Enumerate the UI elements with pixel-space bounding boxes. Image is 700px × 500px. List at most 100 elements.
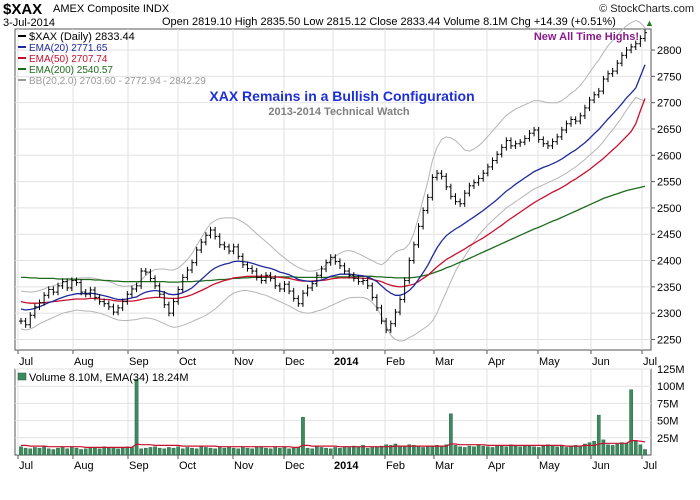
- price-tick-label: 2650: [657, 124, 681, 136]
- price-bar: [227, 243, 231, 255]
- volume-bar: [60, 447, 65, 456]
- volume-bar: [555, 446, 559, 456]
- price-bar: [120, 298, 125, 312]
- price-bar: [157, 282, 162, 298]
- volume-bar: [532, 446, 536, 456]
- chart-title: XAX Remains in a Bullish Configuration: [209, 88, 474, 104]
- bb-lower-line: [20, 96, 646, 342]
- price-bar: [518, 138, 523, 147]
- volume-bar: [504, 446, 509, 456]
- price-bar: [587, 96, 592, 112]
- volume-bar: [111, 447, 116, 456]
- price-bar: [19, 317, 23, 325]
- volume-bar: [102, 446, 107, 456]
- price-bar: [624, 46, 629, 59]
- price-bar: [282, 281, 287, 293]
- price-bar: [277, 282, 282, 293]
- volume-bar: [268, 448, 273, 456]
- price-bar: [106, 300, 111, 311]
- price-tick-label: 2250: [657, 334, 681, 346]
- volume-bar: [328, 448, 333, 456]
- symbol-title: $XAX: [3, 1, 43, 18]
- ema50-line: [20, 98, 646, 304]
- price-bar: [638, 35, 643, 47]
- price-bar: [384, 317, 389, 334]
- volume-bar: [587, 442, 592, 456]
- volume-bar: [523, 445, 527, 456]
- volume-bar: [79, 449, 83, 456]
- price-bar: [508, 137, 513, 149]
- volume-bar: [541, 445, 546, 456]
- volume-bar: [301, 416, 305, 456]
- volume-bar: [162, 448, 167, 456]
- price-bar: [342, 262, 347, 275]
- volume-bar: [324, 447, 328, 456]
- price-bar: [610, 67, 615, 77]
- price-bar: [467, 182, 472, 197]
- volume-bar: [342, 446, 347, 456]
- price-bar: [42, 292, 47, 306]
- volume-bar: [134, 379, 139, 456]
- volume-bar: [416, 446, 421, 456]
- volume-bar: [430, 446, 435, 456]
- volume-x-tick-label: Jul: [643, 460, 657, 472]
- price-x-tick-label: 2014: [334, 356, 359, 368]
- price-bar: [259, 274, 264, 284]
- volume-bar: [125, 446, 130, 456]
- price-x-tick-label: Jul: [19, 356, 33, 368]
- volume-bar: [620, 442, 624, 456]
- volume-bar: [153, 446, 157, 456]
- volume-bar: [472, 446, 476, 456]
- legend-label: EMA(50) 2707.74: [29, 54, 108, 65]
- price-bar: [564, 120, 569, 134]
- volume-bar: [282, 446, 287, 456]
- volume-bar: [333, 447, 338, 456]
- price-bar: [300, 290, 305, 307]
- price-bar: [23, 317, 28, 328]
- price-bar: [296, 295, 301, 307]
- price-bar: [407, 257, 412, 284]
- price-tick-label: 2500: [657, 203, 681, 215]
- price-tick-label: 2550: [657, 177, 681, 189]
- price-bar: [268, 272, 273, 282]
- price-bar: [541, 136, 546, 147]
- volume-bar: [19, 446, 23, 456]
- price-bar: [69, 277, 74, 292]
- price-bar: [351, 272, 356, 282]
- volume-x-tick-label: Mar: [435, 460, 454, 472]
- volume-bar: [486, 446, 490, 456]
- price-bar: [134, 282, 139, 293]
- volume-bar: [356, 446, 361, 456]
- volume-bar: [23, 447, 28, 456]
- volume-x-tick-label: Jun: [592, 460, 610, 472]
- volume-bar: [393, 443, 398, 456]
- price-bar: [490, 157, 495, 171]
- price-bar: [111, 303, 116, 316]
- price-bar: [633, 40, 638, 51]
- volume-bar: [379, 445, 384, 456]
- price-bar: [462, 190, 467, 207]
- price-bar: [559, 126, 564, 141]
- price-bar: [430, 174, 435, 201]
- price-bar: [374, 294, 379, 312]
- price-bar: [162, 291, 167, 308]
- volume-bar: [250, 448, 254, 456]
- volume-bar: [254, 446, 259, 456]
- price-bar: [180, 274, 185, 293]
- volume-bar: [180, 448, 185, 456]
- volume-bar: [495, 445, 499, 456]
- volume-bar: [236, 448, 241, 456]
- volume-bar: [462, 447, 467, 456]
- volume-bar: [384, 444, 388, 456]
- index-name: AMEX Composite INDX: [53, 3, 170, 15]
- volume-bar: [70, 446, 74, 456]
- price-bar: [208, 226, 213, 239]
- volume-bar: [319, 447, 324, 456]
- price-bar: [240, 253, 245, 268]
- price-bar: [522, 135, 527, 146]
- volume-x-tick-label: Nov: [234, 460, 254, 472]
- volume-bar: [88, 447, 93, 456]
- price-bar: [629, 43, 634, 54]
